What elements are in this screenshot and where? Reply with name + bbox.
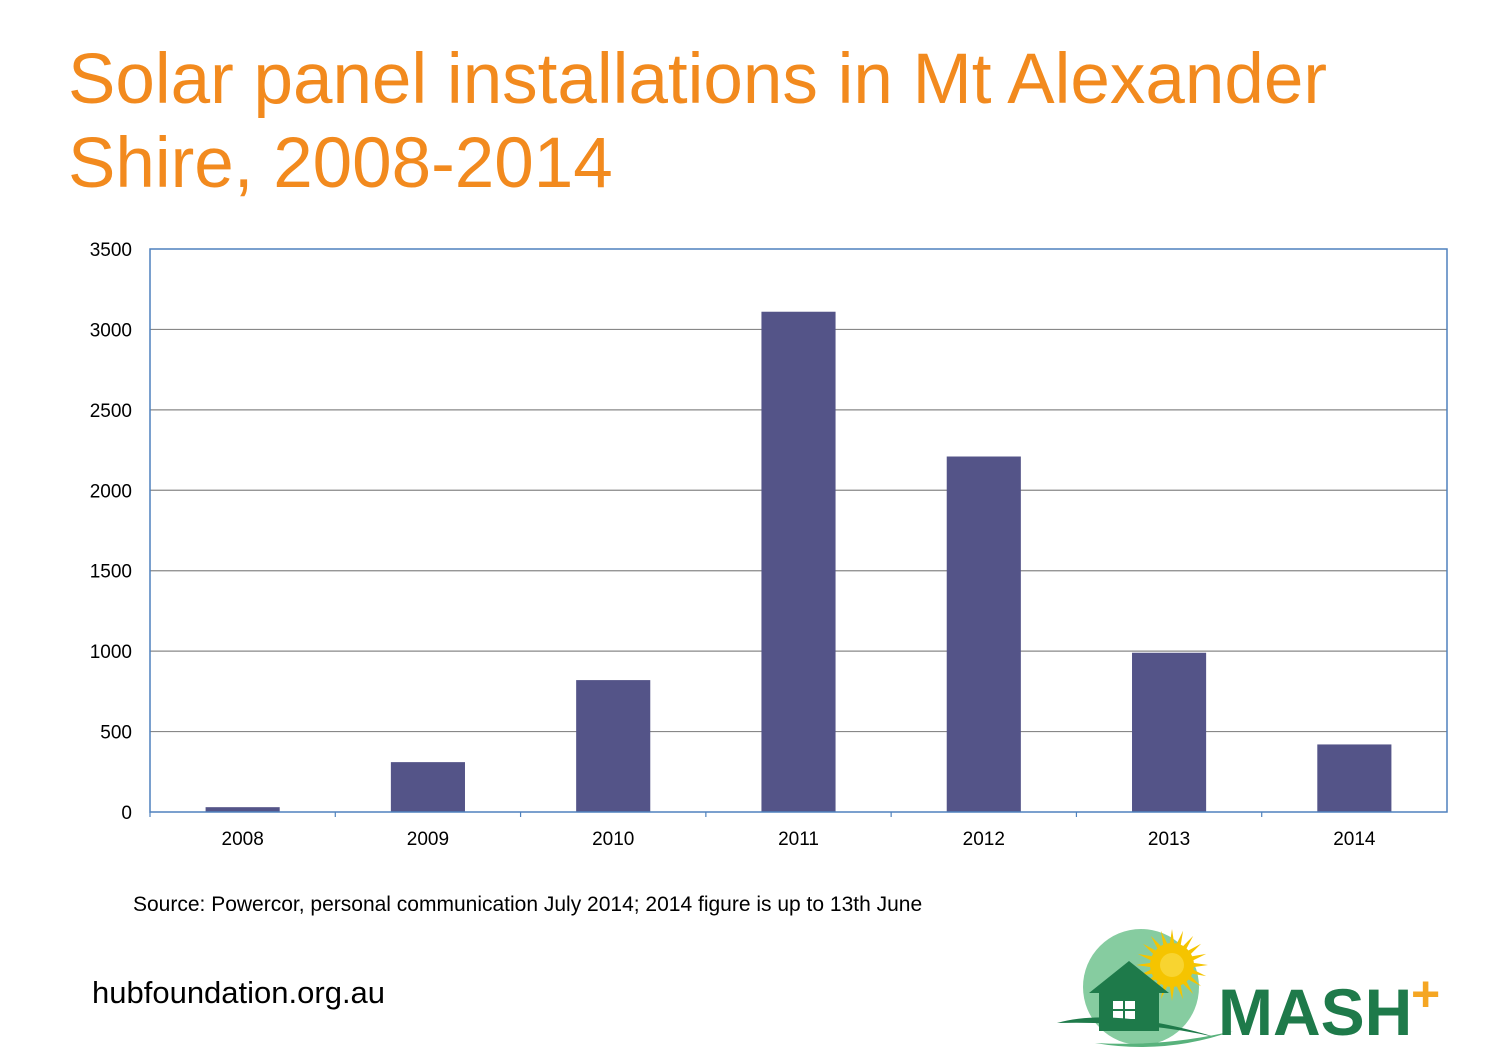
slide-title: Solar panel installations in Mt Alexande… (68, 40, 1328, 203)
x-tick-label: 2010 (592, 829, 634, 850)
x-tick-label: 2014 (1333, 829, 1376, 850)
y-tick-label: 2500 (90, 401, 132, 422)
bar-2008 (205, 807, 280, 812)
sun-ray (1190, 968, 1207, 977)
bar-2012 (946, 456, 1021, 812)
footer-url: hubfoundation.org.au (92, 975, 386, 1010)
y-tick-label: 2000 (90, 481, 132, 502)
x-tick-label: 2008 (222, 829, 264, 850)
bar-2009 (390, 762, 465, 812)
bar-2010 (576, 680, 651, 812)
bar-2013 (1132, 652, 1207, 812)
sun-ray (1150, 935, 1163, 951)
sun-ray (1191, 962, 1208, 968)
mash-logo: MASH + (1057, 929, 1440, 1049)
bars (205, 311, 1392, 812)
sun-ray (1136, 962, 1153, 968)
sun-ray (1181, 935, 1194, 951)
y-tick-label: 1000 (90, 642, 132, 663)
sun-ray (1175, 930, 1184, 947)
source-note: Source: Powercor, personal communication… (133, 893, 923, 916)
sun-ray (1175, 983, 1184, 1000)
sun-ray (1186, 974, 1202, 987)
bar-2014 (1317, 744, 1392, 812)
x-tick-label: 2012 (963, 829, 1005, 850)
x-tick-label: 2011 (778, 829, 819, 850)
bar-2011 (761, 311, 836, 812)
x-axis-ticks: 2008 2009 2010 2011 2012 2013 2014 (149, 812, 1376, 850)
sun-ray (1142, 943, 1158, 956)
sun-ray (1181, 979, 1194, 995)
y-tick-label: 0 (121, 803, 132, 824)
plot-area-frame (149, 248, 1448, 813)
sun-ray (1186, 943, 1202, 956)
sun-ray (1169, 929, 1175, 946)
sun-ray (1169, 984, 1175, 1001)
sun-ray (1190, 953, 1207, 962)
x-tick-label: 2013 (1148, 829, 1190, 850)
house-sun-icon (1057, 929, 1233, 1047)
mash-wordmark: MASH (1218, 975, 1412, 1049)
sun-ray (1137, 953, 1154, 962)
y-tick-label: 3500 (90, 240, 132, 261)
y-axis-ticks: 0 500 1000 1500 2000 2500 3000 3500 (90, 240, 132, 824)
x-tick-label: 2009 (407, 829, 449, 850)
bar-chart: 0 500 1000 1500 2000 2500 3000 3500 2008 2009 201… (90, 240, 1448, 850)
y-tick-label: 3000 (90, 320, 132, 341)
sun-ray (1160, 930, 1169, 947)
y-tick-label: 500 (100, 723, 132, 744)
y-tick-label: 1500 (90, 562, 132, 583)
mash-plus: + (1411, 966, 1440, 1022)
